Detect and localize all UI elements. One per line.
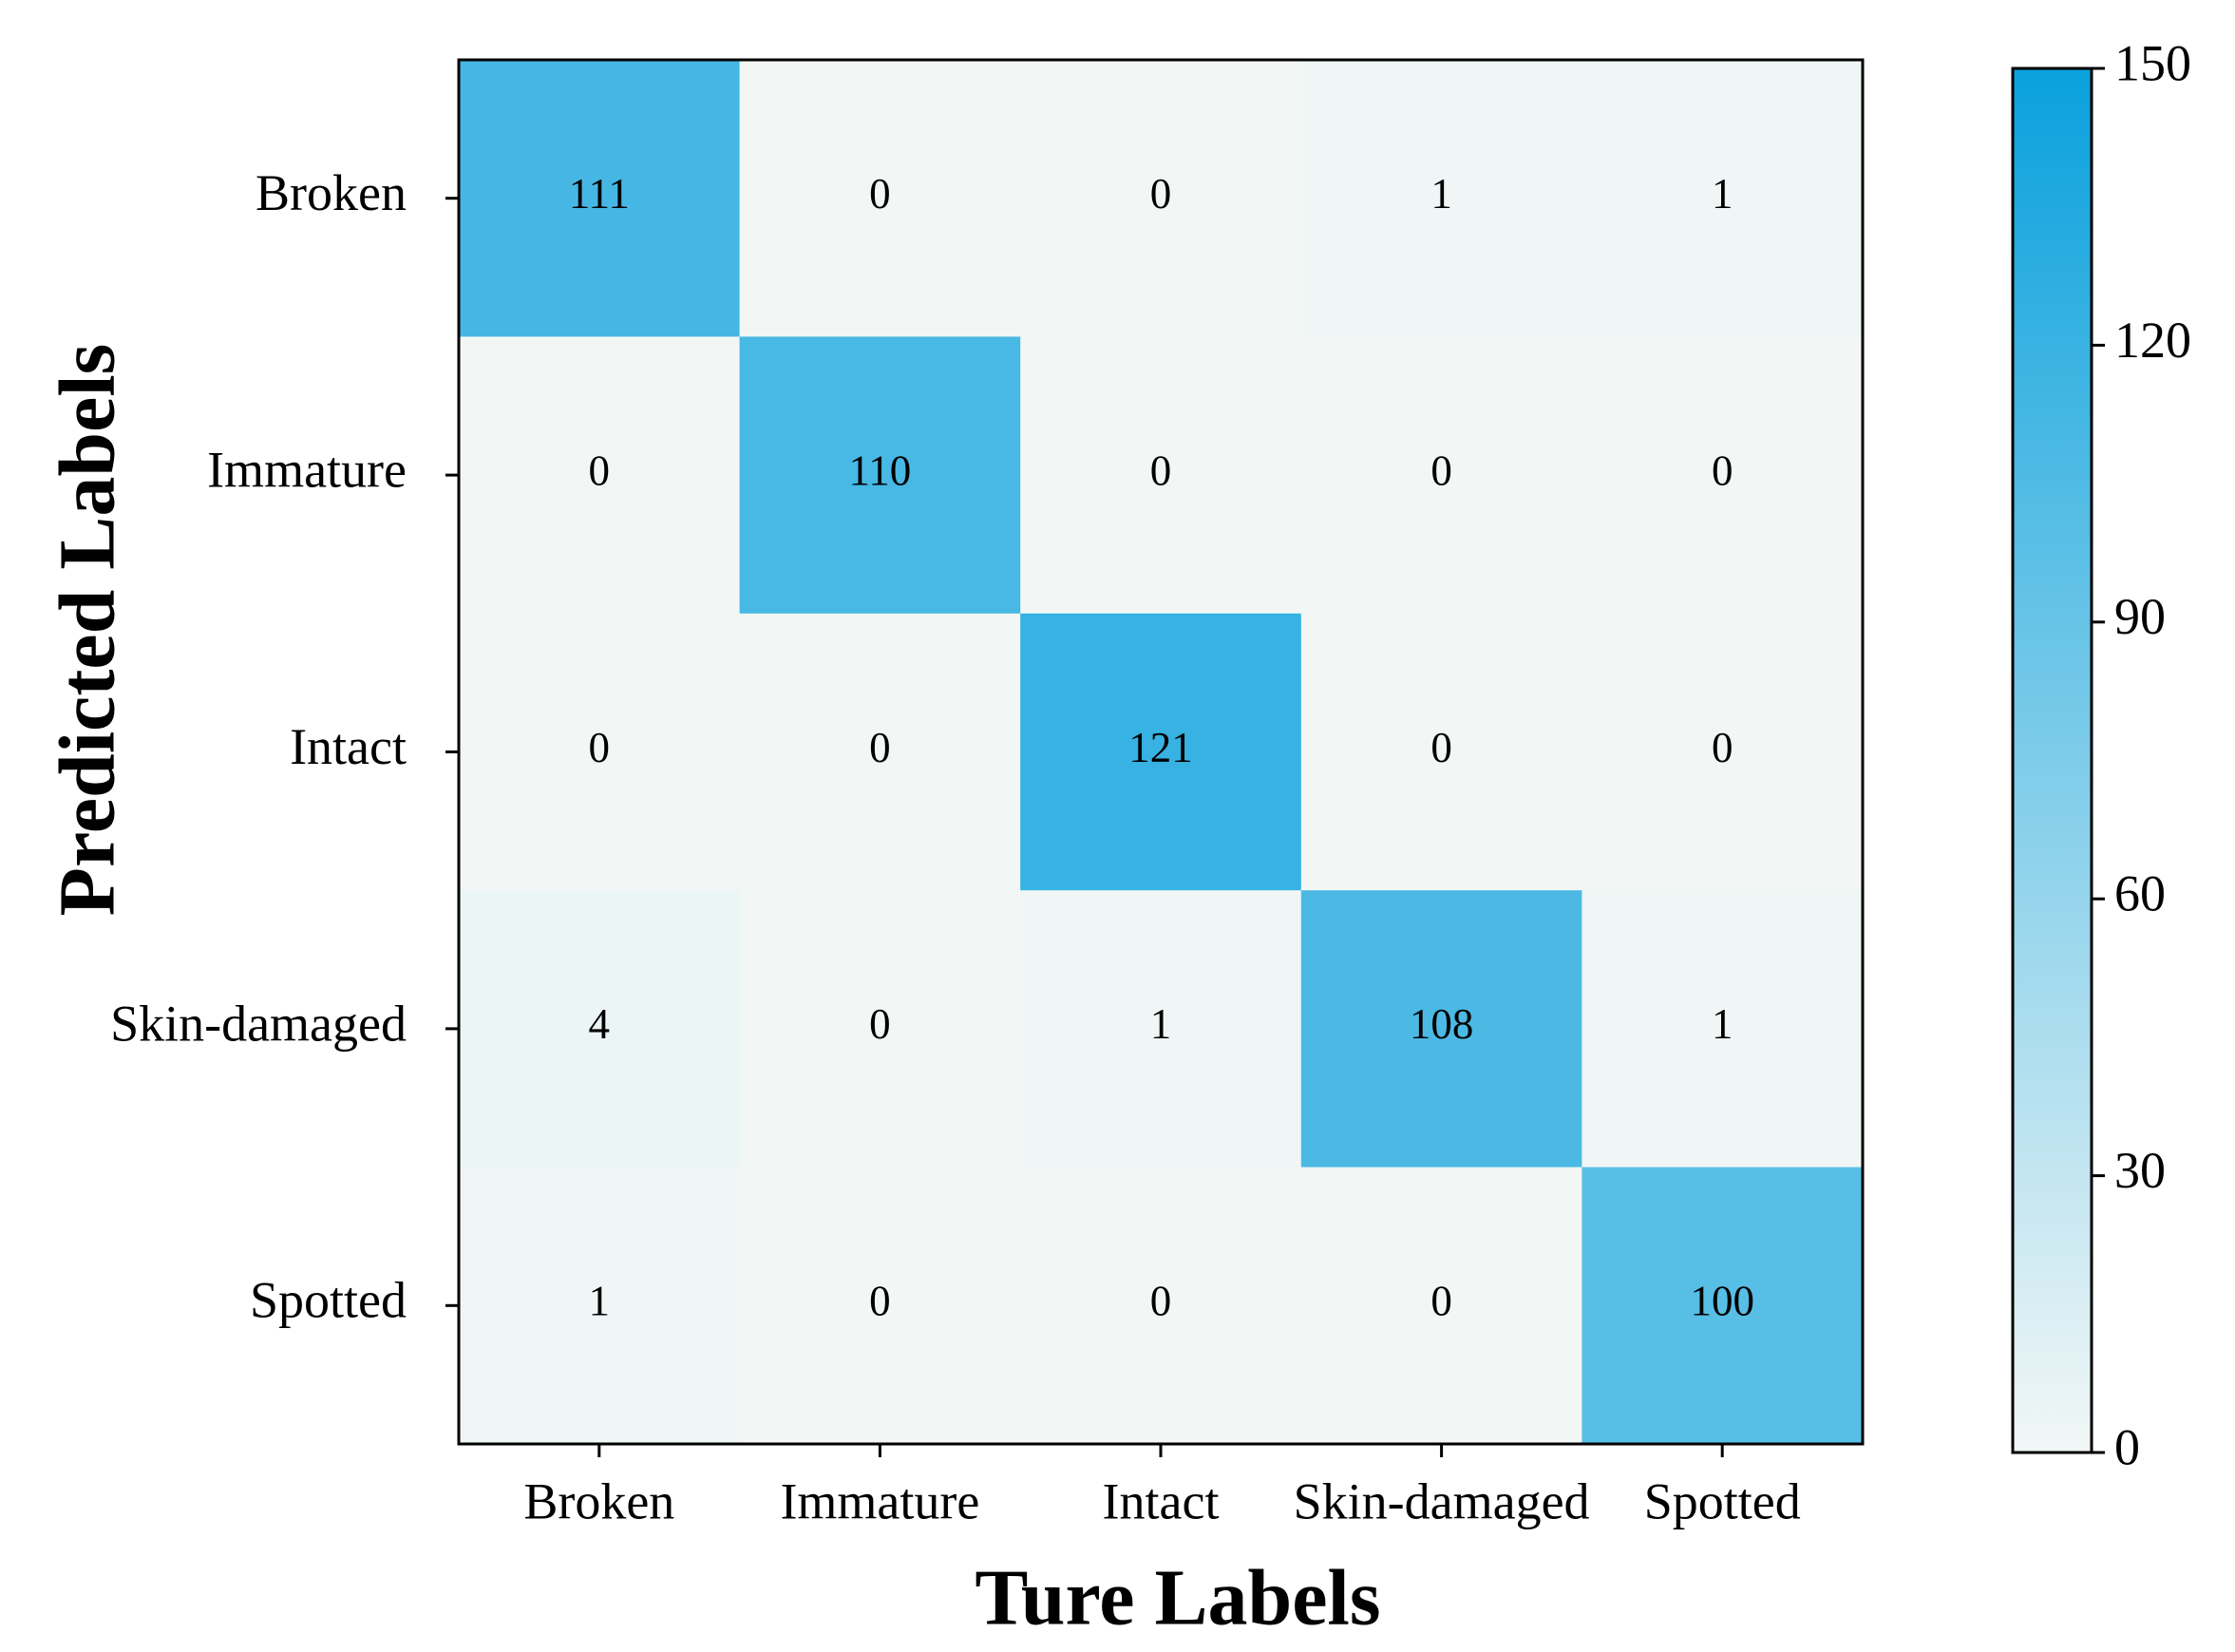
- x-tick-label: Spotted: [1644, 1472, 1801, 1529]
- colorbar-tick-label: 30: [2114, 1142, 2166, 1199]
- heatmap-cell: [459, 336, 741, 615]
- heatmap-cell: [1020, 890, 1302, 1168]
- y-tick-label: Skin-damaged: [110, 995, 407, 1052]
- cell-label: 1: [1150, 1000, 1172, 1048]
- heatmap-cell: [739, 613, 1021, 891]
- cell-label: 110: [848, 446, 911, 494]
- heatmap-cell: [739, 60, 1021, 337]
- heatmap-cell: [739, 336, 1021, 615]
- cell-label: 0: [589, 724, 611, 771]
- cell-label: 0: [1430, 1278, 1452, 1325]
- colorbar-tick-label: 120: [2114, 312, 2191, 369]
- cell-label: 0: [869, 1278, 891, 1325]
- cell-label: 111: [569, 170, 630, 218]
- cell-label: 0: [869, 724, 891, 771]
- heatmap-cell: [459, 890, 741, 1168]
- heatmap-cell: [1300, 336, 1582, 615]
- heatmap-cell: [1582, 60, 1864, 337]
- heatmap-cell: [1020, 1167, 1302, 1445]
- cell-label: 0: [1430, 724, 1452, 771]
- y-tick-label: Intact: [290, 718, 407, 775]
- cell-label: 0: [869, 1000, 891, 1048]
- cell-label: 4: [589, 1000, 611, 1048]
- y-axis-title: Predicted Labels: [43, 344, 131, 917]
- cell-label: 0: [1150, 170, 1172, 218]
- cell-label: 1: [1712, 170, 1733, 218]
- x-tick-label: Broken: [523, 1472, 674, 1529]
- heatmap-cell: [1020, 613, 1302, 891]
- cell-label: 0: [1712, 446, 1733, 494]
- colorbar: [2011, 66, 2093, 1454]
- heatmap-cell: [1020, 60, 1302, 337]
- heatmap-cell: [1582, 890, 1864, 1168]
- heatmap-cell: [1300, 890, 1582, 1168]
- y-tick-label: Spotted: [250, 1272, 407, 1329]
- cell-label: 0: [1712, 724, 1733, 771]
- heatmap-cell: [459, 60, 741, 337]
- heatmap-cell: [1582, 336, 1864, 615]
- cell-label: 0: [1430, 446, 1452, 494]
- x-tick-label: Intact: [1103, 1472, 1220, 1529]
- heatmap-cell: [1582, 613, 1864, 891]
- heatmap-cell: [739, 890, 1021, 1168]
- cell-label: 0: [1150, 1278, 1172, 1325]
- heatmap-cell: [1300, 1167, 1582, 1445]
- y-tick-label: Broken: [256, 164, 407, 221]
- heatmap-cell: [1020, 336, 1302, 615]
- y-tick-label: Immature: [207, 441, 407, 498]
- cell-label: 108: [1410, 1000, 1474, 1048]
- heatmap-cell: [459, 613, 741, 891]
- colorbar-tick-label: 150: [2114, 34, 2191, 91]
- cell-label: 1: [589, 1278, 611, 1325]
- heatmap-cell: [459, 1167, 741, 1445]
- cell-label: 1: [1430, 170, 1452, 218]
- colorbar-tick-label: 0: [2114, 1418, 2140, 1475]
- heatmap-cell: [1300, 60, 1582, 337]
- x-axis-title: Ture Labels: [975, 1553, 1380, 1642]
- cell-label: 121: [1128, 724, 1193, 771]
- cell-label: 0: [589, 446, 611, 494]
- x-tick-label: Immature: [780, 1472, 979, 1529]
- cell-label: 0: [869, 170, 891, 218]
- heatmap-cell: [1300, 613, 1582, 891]
- cell-label: 0: [1150, 446, 1172, 494]
- colorbar-tick-label: 90: [2114, 588, 2166, 645]
- cell-label: 100: [1690, 1278, 1754, 1325]
- heatmap-cell: [739, 1167, 1021, 1445]
- colorbar-tick-label: 60: [2114, 865, 2166, 922]
- x-tick-label: Skin-damaged: [1294, 1472, 1590, 1529]
- cell-label: 1: [1712, 1000, 1733, 1048]
- heatmap-cell: [1582, 1167, 1864, 1445]
